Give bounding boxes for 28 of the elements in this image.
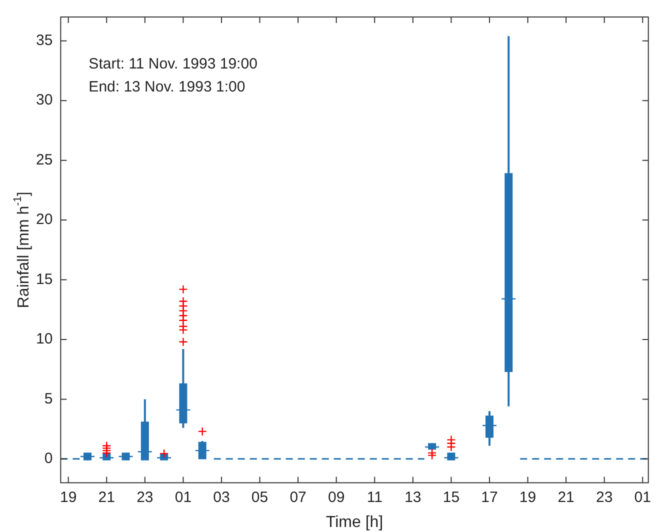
- x-tick-label: 01: [174, 488, 192, 506]
- x-tick-label: 19: [519, 488, 536, 506]
- y-tick-label: 35: [36, 32, 53, 50]
- x-tick-label: 17: [481, 488, 498, 506]
- x-tick-label: 21: [98, 488, 115, 506]
- x-tick-label: 09: [328, 488, 345, 506]
- x-tick-label: 15: [442, 488, 460, 506]
- y-tick-label: 5: [44, 390, 53, 408]
- x-tick-label: 21: [558, 488, 574, 506]
- y-tick-label: 10: [36, 330, 53, 348]
- x-tick-label: 13: [404, 488, 422, 506]
- x-tick-label: 01: [634, 488, 651, 506]
- x-tick-label: 11: [366, 488, 382, 506]
- x-tick-label: 23: [596, 488, 613, 506]
- x-tick-label: 03: [213, 488, 230, 506]
- x-tick-label: 07: [290, 488, 306, 506]
- y-tick-label: 20: [36, 211, 53, 228]
- y-tick-label: 0: [44, 450, 53, 468]
- x-tick-label: 05: [251, 488, 268, 506]
- x-tick-label: 19: [60, 488, 77, 506]
- y-tick-label: 25: [36, 151, 53, 168]
- x-axis-title: Time [h]: [326, 514, 384, 531]
- y-tick-label: 15: [36, 270, 53, 288]
- annotation: Start: 11 Nov. 1993 19:00: [88, 56, 258, 73]
- y-tick-label: 30: [36, 92, 53, 109]
- y-axis-title: Rainfall [mm h-1]: [12, 192, 32, 308]
- x-tick-label: 23: [136, 488, 154, 506]
- annotation: End: 13 Nov. 1993 1:00: [88, 78, 246, 96]
